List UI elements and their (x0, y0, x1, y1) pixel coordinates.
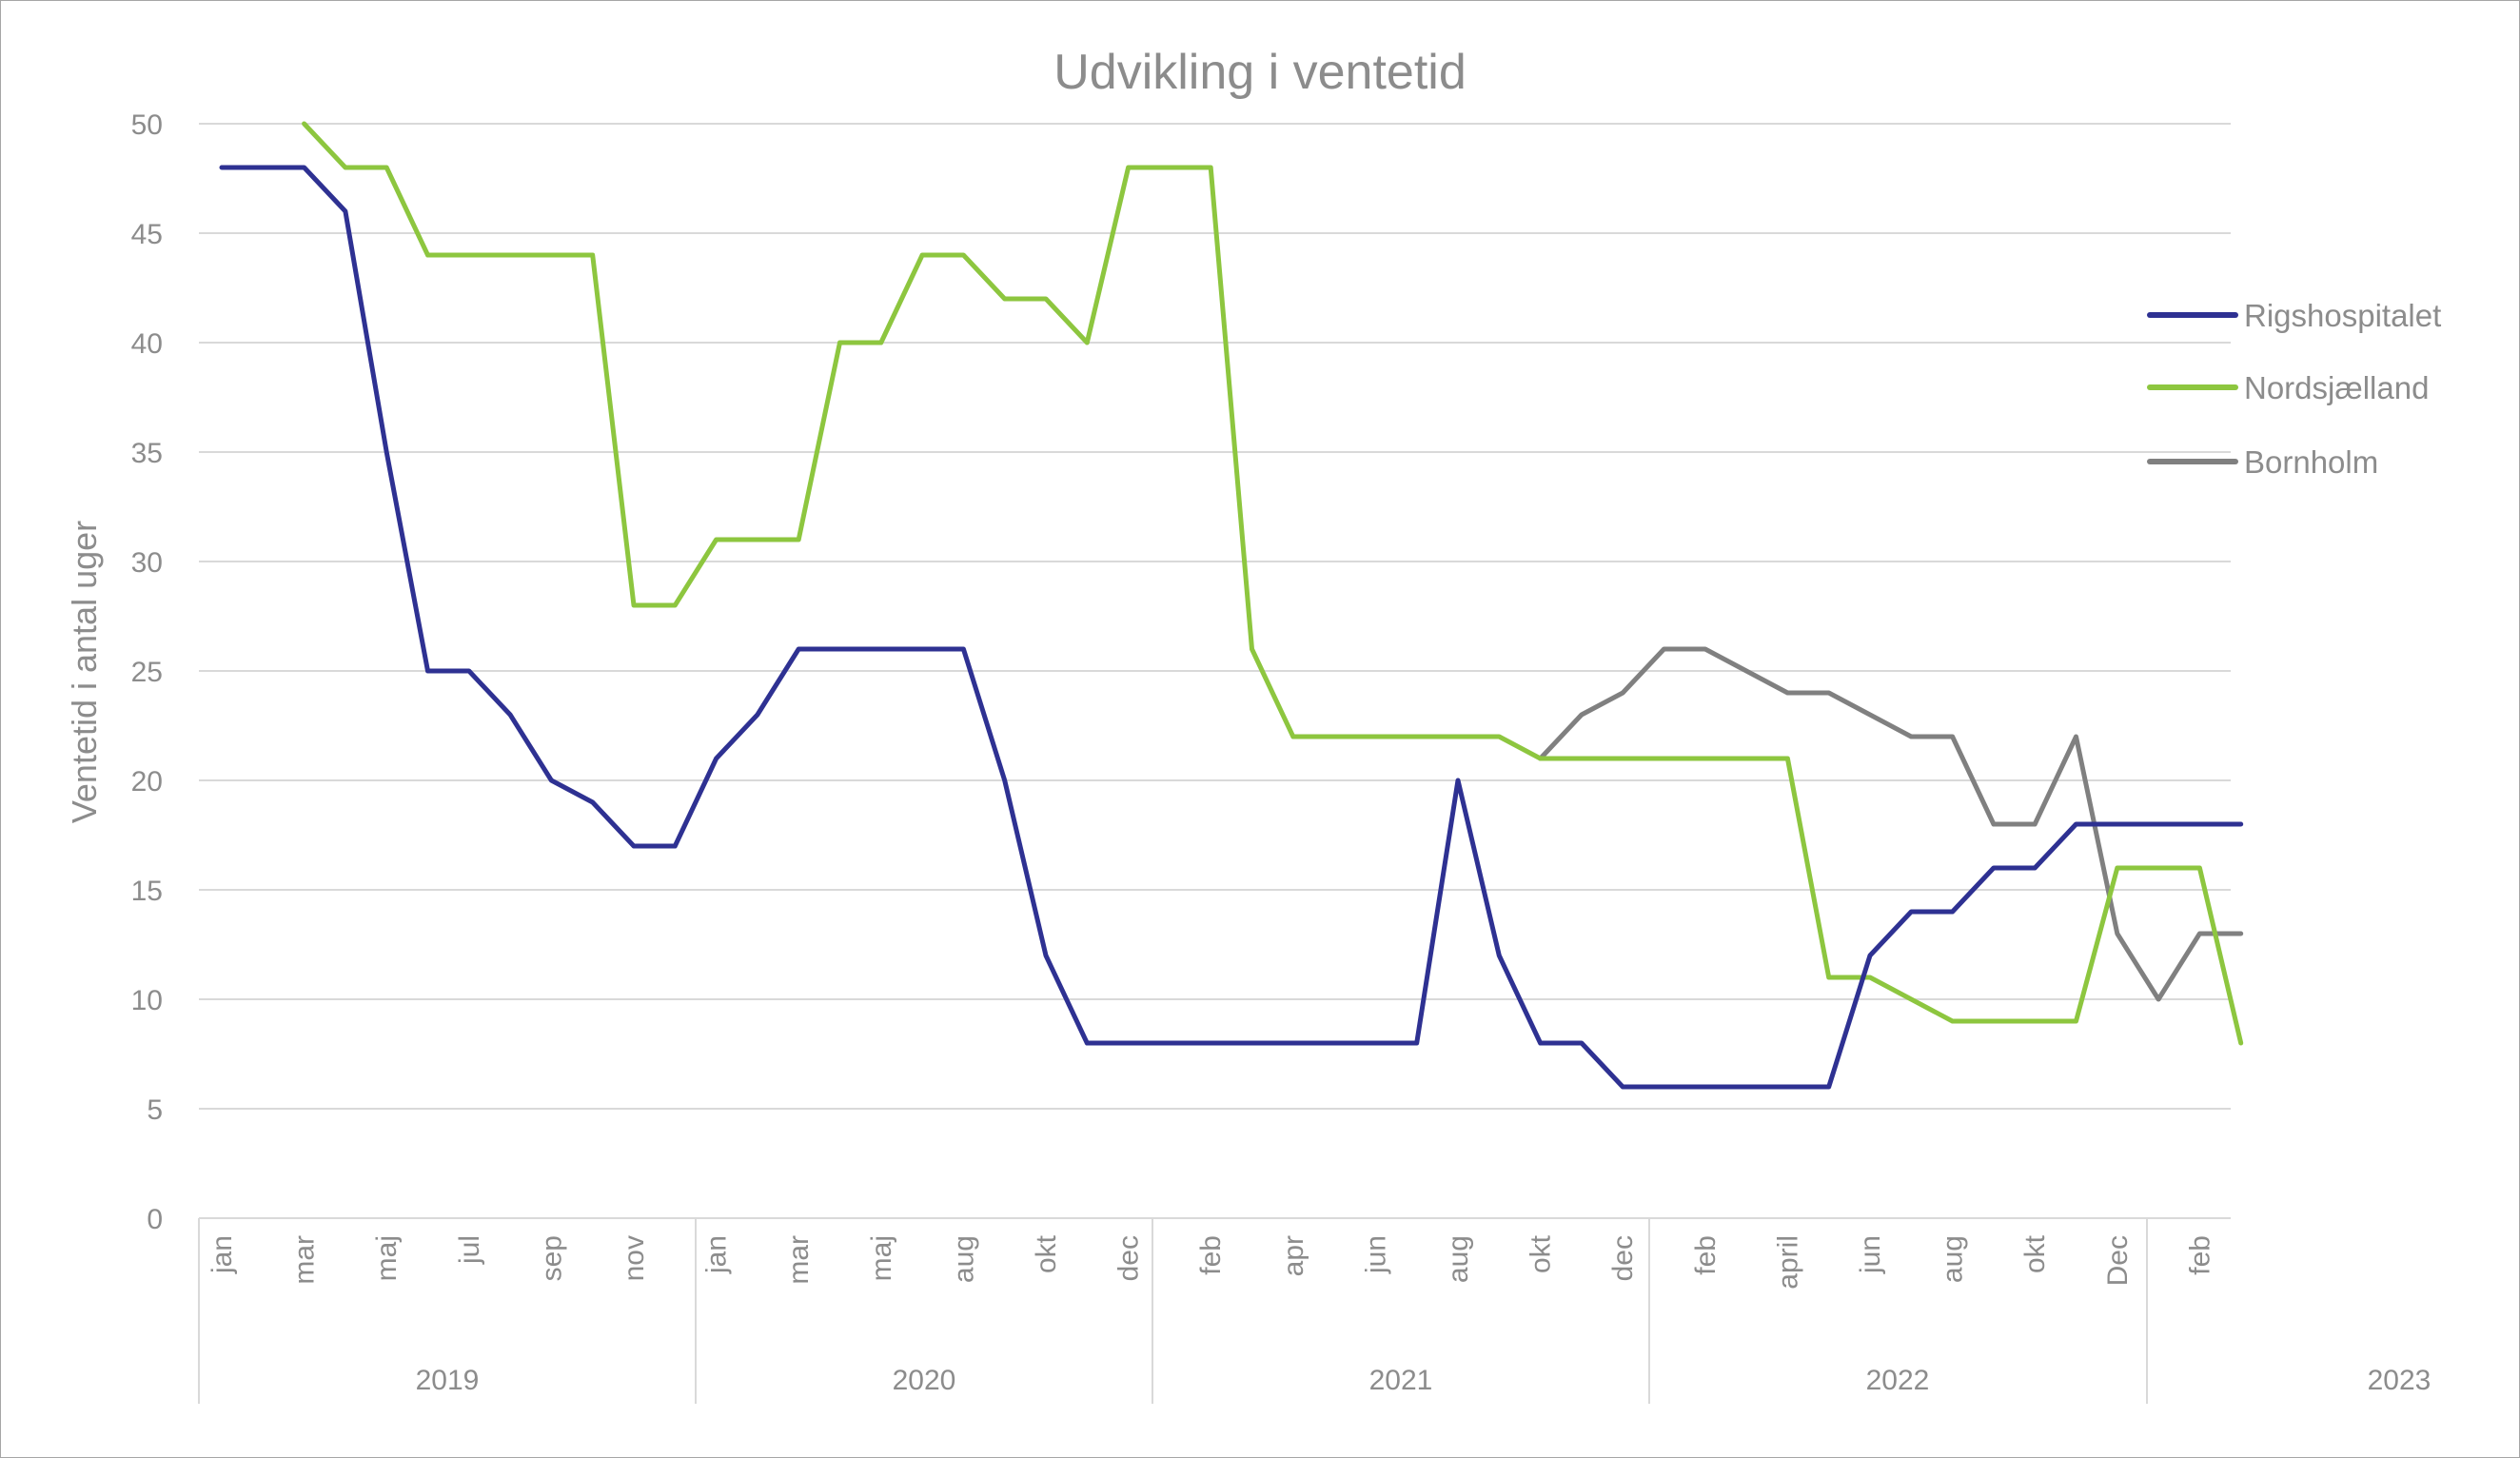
chart-title: Udvikling i ventetid (1053, 45, 1467, 100)
y-tick-label: 40 (131, 328, 163, 360)
y-tick-label: 35 (131, 438, 163, 469)
year-label: 2023 (2368, 1365, 2431, 1396)
legend-label: Nordsjælland (2244, 370, 2429, 405)
y-tick-label: 30 (131, 547, 163, 579)
x-tick-label: april (1772, 1235, 1803, 1290)
x-axis-year-labels: 2019 2020 2021 2022 2023 (198, 1218, 2431, 1404)
series-line-bornholm (1538, 646, 2244, 1002)
x-tick-label: jul (454, 1235, 485, 1265)
x-tick-label: apr (1278, 1235, 1309, 1276)
y-tick-label: 45 (131, 219, 163, 250)
series-lines (219, 121, 2244, 1090)
x-tick-label: jun (1360, 1235, 1391, 1274)
x-tick-label: dec (1607, 1235, 1639, 1281)
x-tick-label: feb (1195, 1235, 1227, 1275)
y-axis-label: Ventetid i antal uger (65, 521, 104, 823)
x-tick-label: jan (207, 1235, 238, 1274)
y-tick-label: 25 (131, 657, 163, 688)
x-tick-label: okt (1031, 1234, 1062, 1273)
y-tick-label: 20 (131, 766, 163, 798)
x-tick-label: okt (2019, 1234, 2051, 1273)
year-label: 2020 (893, 1365, 956, 1396)
series-line-rigshospitalet (219, 165, 2244, 1090)
legend: Rigshospitalet Nordsjælland Bornholm (2147, 298, 2441, 480)
gridlines (199, 123, 2231, 1110)
x-tick-label: aug (1443, 1235, 1474, 1283)
x-tick-label: dec (1113, 1235, 1145, 1281)
series-line-nordsjælland (302, 121, 2244, 1046)
y-tick-label: 50 (131, 109, 163, 141)
x-tick-label: jun (1855, 1235, 1886, 1274)
legend-label: Rigshospitalet (2244, 298, 2441, 333)
x-tick-label: aug (948, 1235, 979, 1283)
y-axis-ticks: 0 5 10 15 20 25 30 35 40 45 50 (131, 109, 163, 1235)
x-tick-label: maj (866, 1235, 897, 1281)
x-tick-label: okt (1526, 1234, 1557, 1273)
y-tick-label: 5 (147, 1094, 163, 1126)
y-tick-label: 0 (147, 1204, 163, 1235)
year-label: 2019 (416, 1365, 480, 1396)
x-tick-label: jan (701, 1235, 733, 1274)
x-tick-label: mar (783, 1235, 815, 1285)
x-tick-label: nov (619, 1235, 650, 1281)
y-tick-label: 10 (131, 985, 163, 1016)
x-tick-label: mar (289, 1235, 321, 1285)
x-tick-label: aug (1938, 1235, 1969, 1283)
x-tick-label: Dec (2102, 1235, 2134, 1286)
x-tick-label: feb (2184, 1235, 2215, 1275)
year-label: 2022 (1866, 1365, 1930, 1396)
x-tick-label: sep (536, 1235, 567, 1281)
x-tick-label: feb (1690, 1235, 1722, 1275)
x-tick-label: maj (371, 1235, 403, 1281)
year-label: 2021 (1369, 1365, 1433, 1396)
legend-label: Bornholm (2244, 444, 2378, 480)
x-axis-ticks: jan mar maj jul sep nov jan mar maj aug okt dec feb a… (207, 1234, 2215, 1289)
y-tick-label: 15 (131, 876, 163, 907)
